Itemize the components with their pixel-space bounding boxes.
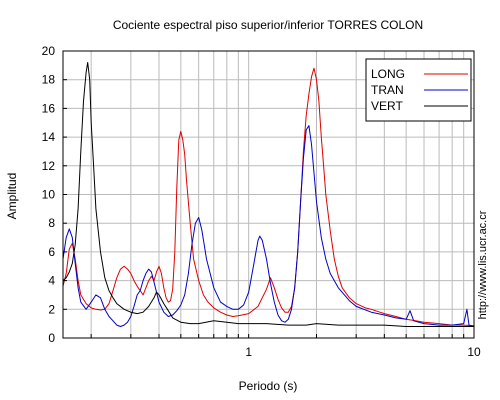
y-tick-label: 10 [42,188,56,202]
series-lines [62,62,475,327]
chart-title: Cociente espectral piso superior/inferio… [113,18,423,32]
y-tick-label: 18 [42,73,56,87]
y-tick-label: 12 [42,159,56,173]
y-tick-label: 14 [42,130,56,144]
axis-ticks: 0 2 4 6 8 10 12 14 16 18 20 1 10 [42,44,481,359]
y-tick-label: 6 [48,245,55,259]
series-line-long [62,67,475,327]
legend: LONG TRAN VERT [365,58,472,122]
x-tick-label: 1 [245,345,252,359]
y-tick-label: 0 [48,331,55,345]
series-line-vert [62,62,474,327]
legend-label-long: LONG [371,67,405,81]
y-axis-label: Amplitud [5,173,19,220]
x-axis-label: Periodo (s) [239,379,298,393]
side-url-text: http://www.lis.ucr.ac.cr [477,210,489,319]
y-tick-label: 2 [48,302,55,316]
legend-label-tran: TRAN [371,83,404,97]
legend-label-vert: VERT [371,99,403,113]
y-tick-label: 20 [42,44,56,58]
series-line-tran [62,125,475,327]
y-tick-label: 16 [42,101,56,115]
x-tick-label: 10 [467,345,481,359]
y-tick-label: 4 [48,274,55,288]
y-tick-label: 8 [48,216,55,230]
